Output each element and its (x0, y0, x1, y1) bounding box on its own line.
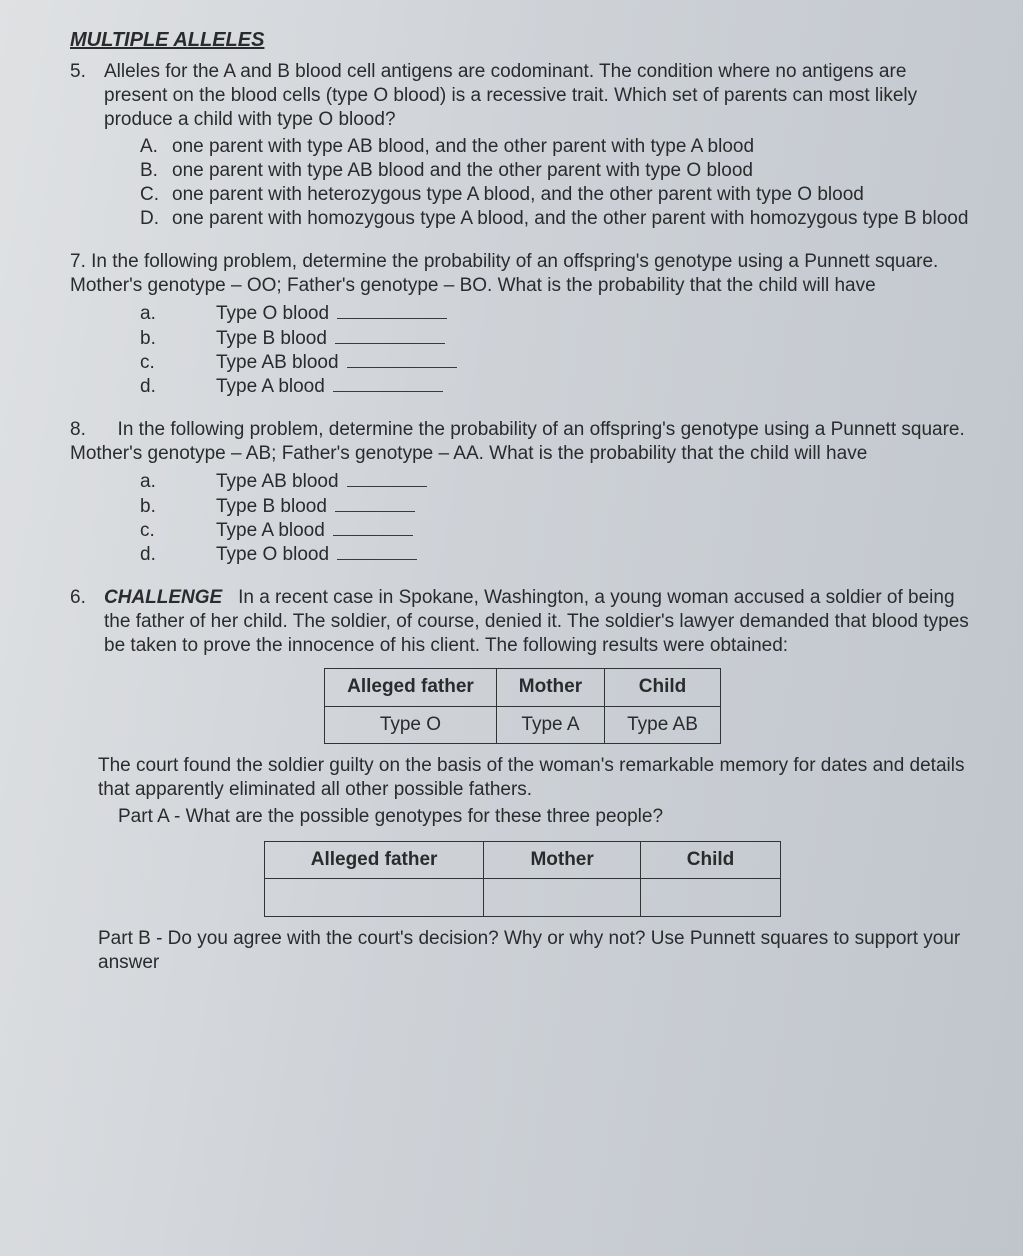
q6-mid-text: The court found the soldier guilty on th… (70, 754, 975, 803)
col-child: Child (640, 842, 781, 879)
cell-child: Type AB (605, 706, 721, 743)
row-text: Type AB blood (216, 470, 339, 494)
answer-cell[interactable] (484, 879, 640, 916)
row-letter: d. (140, 375, 164, 399)
choice-letter: B. (140, 159, 164, 183)
row-text: Type O blood (216, 302, 329, 326)
answer-blank[interactable] (347, 470, 427, 487)
table-row: Alleged father Mother Child (325, 669, 721, 706)
challenge-label: CHALLENGE (104, 587, 222, 608)
question-6-challenge: 6. CHALLENGE In a recent case in Spokane… (70, 586, 975, 976)
answer-blank[interactable] (333, 375, 443, 392)
table-row: Type O Type A Type AB (325, 706, 721, 743)
row-text: Type B blood (216, 495, 327, 519)
q7-row-d: d. Type A blood (140, 375, 975, 399)
blood-type-results-table: Alleged father Mother Child Type O Type … (324, 668, 721, 744)
q8-number: 8. (70, 419, 86, 440)
col-child: Child (605, 669, 721, 706)
row-text: Type O blood (216, 543, 329, 567)
table-row: Alleged father Mother Child (264, 842, 781, 879)
question-8: 8. In the following problem, determine t… (70, 418, 975, 568)
row-letter: b. (140, 495, 164, 519)
q8-row-c: c. Type A blood (140, 519, 975, 543)
choice-text: one parent with type AB blood, and the o… (172, 135, 754, 159)
question-7: 7. In the following problem, determine t… (70, 250, 975, 400)
choice-text: one parent with heterozygous type A bloo… (172, 183, 864, 207)
q7-row-b: b. Type B blood (140, 327, 975, 351)
q5-choice-a: A. one parent with type AB blood, and th… (140, 135, 975, 159)
q7-row-c: c. Type AB blood (140, 351, 975, 375)
cell-mother: Type A (496, 706, 604, 743)
choice-text: one parent with type AB blood and the ot… (172, 159, 753, 183)
q7-row-a: a. Type O blood (140, 302, 975, 326)
answer-cell[interactable] (640, 879, 781, 916)
q5-choice-c: C. one parent with heterozygous type A b… (140, 183, 975, 207)
choice-letter: C. (140, 183, 164, 207)
worksheet-page: MULTIPLE ALLELES 5. Alleles for the A an… (0, 0, 1023, 1256)
q8-row-d: d. Type O blood (140, 543, 975, 567)
answer-cell[interactable] (264, 879, 484, 916)
q6-part-b: Part B - Do you agree with the court's d… (70, 927, 975, 976)
q7-stem: In the following problem, determine the … (70, 251, 938, 296)
q8-row-b: b. Type B blood (140, 495, 975, 519)
answer-blank[interactable] (347, 351, 457, 368)
row-letter: d. (140, 543, 164, 567)
section-title: MULTIPLE ALLELES (70, 28, 975, 54)
row-letter: c. (140, 351, 164, 375)
q7-number: 7. (70, 251, 86, 272)
row-letter: b. (140, 327, 164, 351)
answer-blank[interactable] (337, 302, 447, 319)
row-text: Type B blood (216, 327, 327, 351)
answer-blank[interactable] (335, 327, 445, 344)
col-alleged-father: Alleged father (264, 842, 484, 879)
row-text: Type A blood (216, 375, 325, 399)
q6-part-a: Part A - What are the possible genotypes… (70, 805, 975, 829)
q5-choice-b: B. one parent with type AB blood and the… (140, 159, 975, 183)
choice-text: one parent with homozygous type A blood,… (172, 207, 968, 231)
answer-blank[interactable] (337, 543, 417, 560)
q8-stem: In the following problem, determine the … (70, 419, 965, 464)
q6-stem: In a recent case in Spokane, Washington,… (104, 587, 969, 657)
cell-alleged-father: Type O (325, 706, 497, 743)
genotype-table: Alleged father Mother Child (264, 841, 782, 917)
answer-blank[interactable] (333, 519, 413, 536)
row-letter: a. (140, 470, 164, 494)
col-alleged-father: Alleged father (325, 669, 497, 706)
q5-number: 5. (70, 60, 96, 133)
choice-letter: A. (140, 135, 164, 159)
question-5: 5. Alleles for the A and B blood cell an… (70, 60, 975, 232)
choice-letter: D. (140, 207, 164, 231)
row-letter: a. (140, 302, 164, 326)
row-text: Type AB blood (216, 351, 339, 375)
col-mother: Mother (496, 669, 604, 706)
q6-body: CHALLENGE In a recent case in Spokane, W… (104, 586, 975, 659)
row-letter: c. (140, 519, 164, 543)
row-text: Type A blood (216, 519, 325, 543)
q8-row-a: a. Type AB blood (140, 470, 975, 494)
q6-number: 6. (70, 586, 96, 659)
answer-blank[interactable] (335, 495, 415, 512)
table-row (264, 879, 781, 916)
q5-choice-d: D. one parent with homozygous type A blo… (140, 207, 975, 231)
col-mother: Mother (484, 842, 640, 879)
q5-stem: Alleles for the A and B blood cell antig… (104, 60, 975, 133)
